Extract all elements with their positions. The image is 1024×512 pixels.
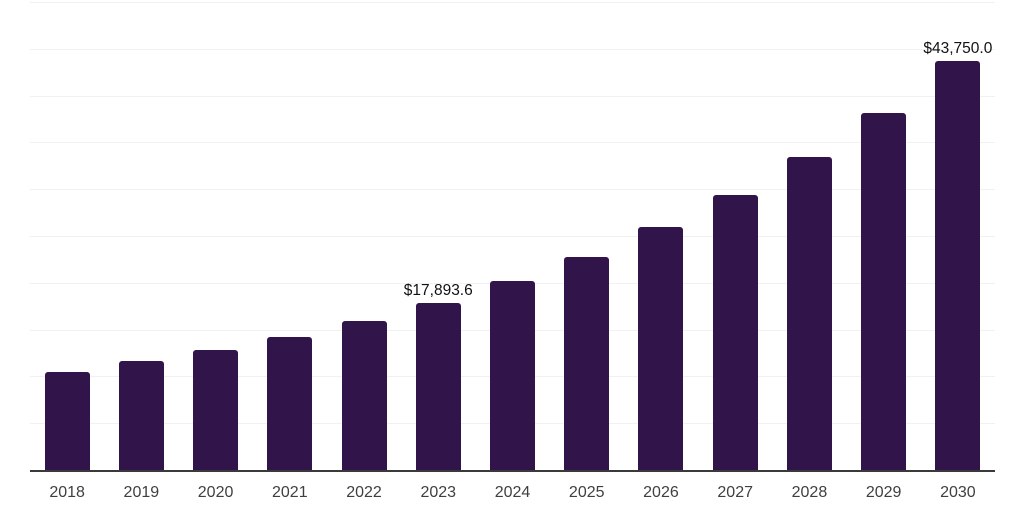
bar-value-label: $43,750.0 (923, 39, 993, 57)
x-tick-label: 2024 (494, 484, 531, 501)
plot-area: 2018 2019 2020 2021 2022 $17,893.6 2023 2024 202… (30, 0, 995, 505)
bar (638, 227, 684, 470)
x-tick-label: 2021 (272, 484, 308, 501)
x-tick-label: 2027 (717, 484, 753, 501)
bar (490, 281, 535, 470)
x-tick-label: 2030 (940, 484, 976, 501)
bar (341, 321, 387, 470)
bar (861, 112, 907, 470)
gridline (30, 48, 995, 50)
gridline (30, 236, 995, 237)
bar (935, 60, 981, 470)
x-tick-label: 2029 (865, 484, 902, 501)
bar-value-label: $17,893.6 (403, 281, 473, 299)
gridline (30, 95, 995, 97)
x-axis-line (30, 470, 995, 472)
bar (118, 361, 164, 470)
bar (267, 337, 313, 470)
gridline (30, 142, 995, 144)
gridline (30, 189, 995, 191)
bar (712, 194, 758, 470)
x-tick-label: 2022 (346, 484, 382, 501)
x-tick-label: 2028 (791, 484, 828, 501)
x-tick-label: 2018 (49, 484, 85, 501)
bar (786, 156, 832, 470)
x-tick-label: 2026 (643, 484, 679, 501)
bar (44, 372, 90, 470)
x-tick-label: 2020 (197, 484, 234, 501)
bar (415, 302, 461, 470)
bar (193, 350, 239, 470)
x-tick-label: 2019 (123, 484, 160, 501)
bar (564, 257, 610, 470)
gridline (30, 2, 995, 3)
x-tick-label: 2023 (420, 484, 457, 501)
x-tick-label: 2025 (568, 484, 605, 501)
